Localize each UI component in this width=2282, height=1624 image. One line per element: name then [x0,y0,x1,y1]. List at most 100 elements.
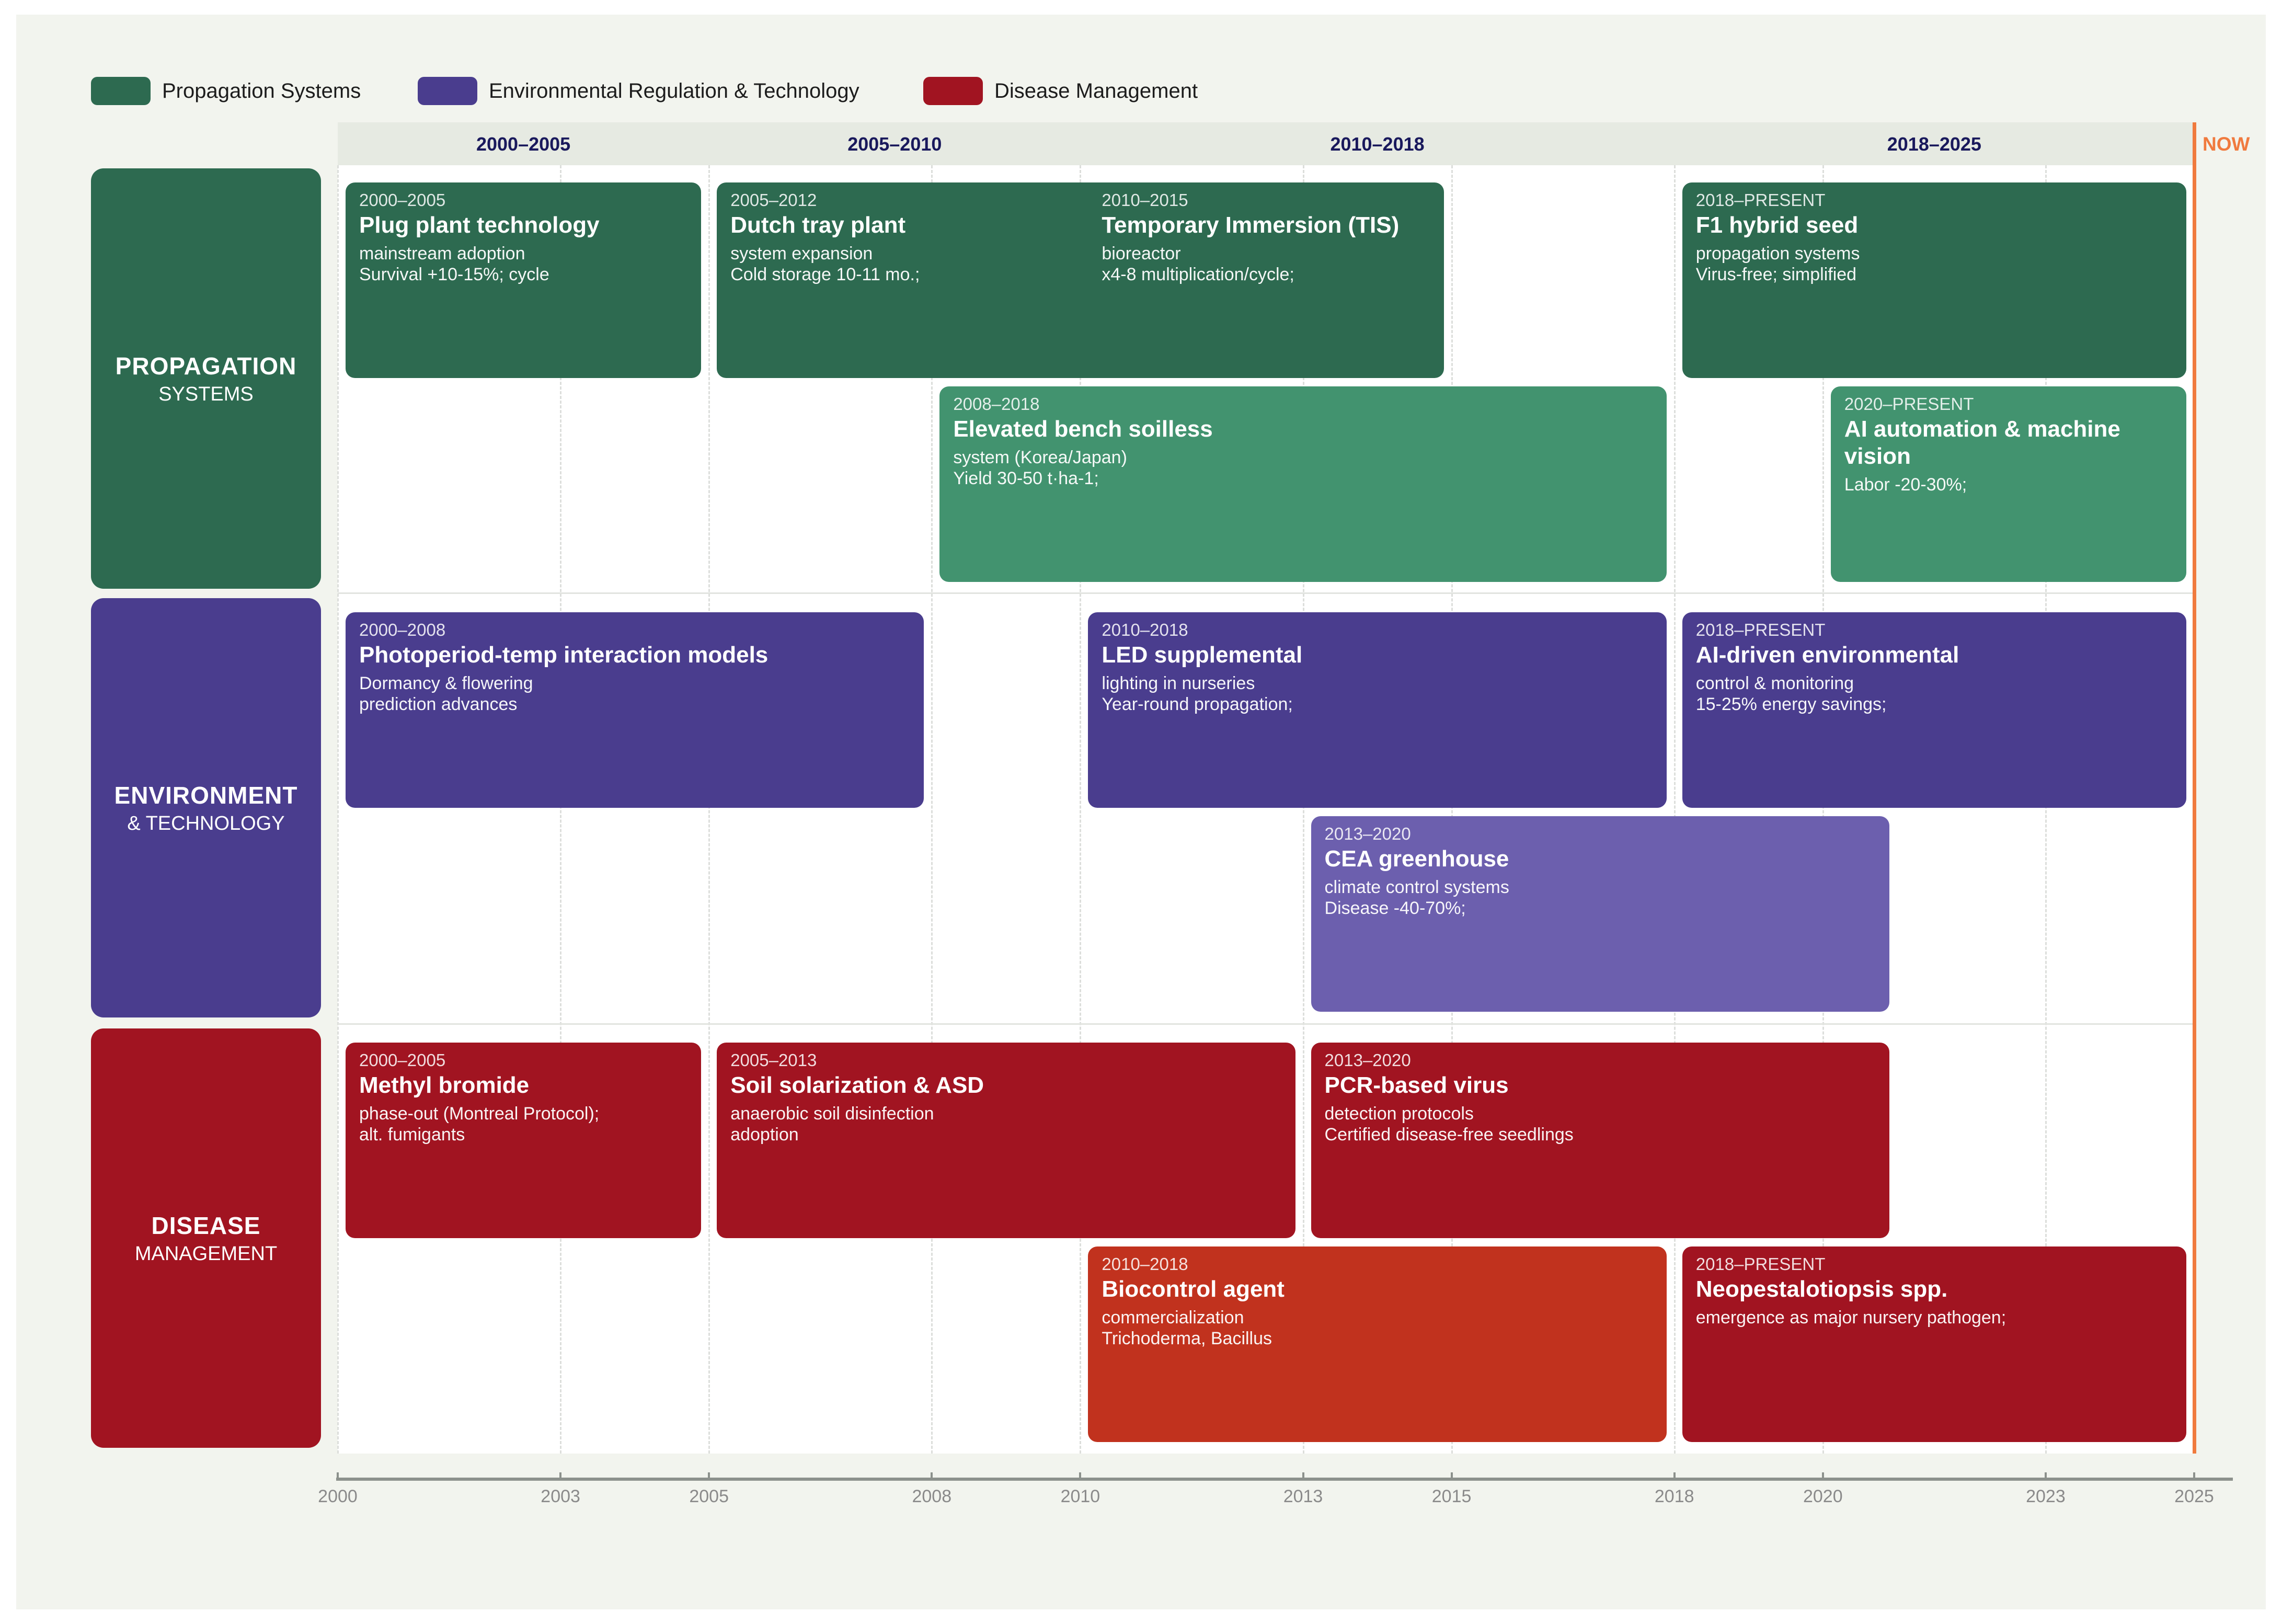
legend-swatch [923,77,983,105]
event-description: control & monitoring 15-25% energy saving… [1696,673,2173,715]
event-title: AI-driven environmental [1695,642,1959,668]
event-description: bioreactor x4-8 multiplication/cycle; [1102,243,1430,285]
event-period: 2013–2020 [1324,1050,1411,1070]
event-card: 2020–PRESENT AI automation & machine visi… [1830,386,2186,582]
legend-item: Environmental Regulation & Technology [418,75,859,107]
event-description-line: Certified disease-free seedlings [1324,1125,1574,1145]
event-title: PCR-based virus [1324,1072,1509,1098]
legend-label: Propagation Systems [162,79,361,102]
plot-area [338,165,2194,1454]
event-description-line: Yield 30-50 t·ha-1; [953,468,1099,488]
event-title: CEA greenhouse [1324,846,1509,872]
row-subtitle: MANAGEMENT [134,1242,278,1265]
event-description-line: climate control systems [1324,877,1509,897]
event-description-line: lighting in nurseries [1102,673,1255,693]
event-description: propagation systems Virus-free; simplifie… [1696,243,2173,285]
event-description: mainstream adoption Survival +10-15%; cyc… [359,243,687,285]
now-label: NOW [2203,133,2250,155]
event-description-line: Dormancy & flowering [359,673,533,693]
event-period: 2010–2015 [1102,190,1188,210]
event-description-line: Year-round propagation; [1102,694,1293,714]
event-card: 2000–2008 Photoperiod-temp interaction mo… [346,612,924,808]
event-period: 2018–PRESENT [1695,190,1826,210]
gridline [1822,165,1824,1454]
legend-item: Disease Management [923,75,1198,107]
row-title: PROPAGATION [115,352,297,380]
row-subtitle: & TECHNOLOGY [127,812,285,834]
event-card: 2005–2013 Soil solarization & ASD anaerobi… [717,1043,1295,1238]
event-description: emergence as major nursery pathogen; [1696,1307,2173,1328]
event-period: 2000–2005 [359,1050,446,1070]
axis-tick-label: 2003 [541,1486,580,1506]
row-subtitle: SYSTEMS [158,383,254,405]
event-title: Temporary Immersion (TIS) [1102,212,1400,238]
event-card: 2013–2020 PCR-based virus detection protoc… [1311,1043,1889,1238]
event-period: 2005–2012 [730,190,817,210]
event-period: 2020–PRESENT [1844,394,1974,414]
now-line [2193,122,2196,1454]
event-title: Soil solarization & ASD [730,1072,984,1098]
event-period: 2010–2018 [1102,620,1188,639]
event-period: 2008–2018 [953,394,1040,414]
row-label-environment: ENVIRONMENT & TECHNOLOGY [91,598,321,1017]
axis-tick [1450,1472,1453,1481]
event-period: 2013–2020 [1324,824,1411,843]
event-description-line: 15-25% energy savings; [1695,694,1887,714]
event-description-line: prediction advances [359,694,518,714]
event-card: 2018–PRESENT F1 hybrid seed propagation sy… [1682,182,2186,378]
event-description-line: Labor -20-30%; [1844,475,1967,495]
event-card: 2010–2018 Biocontrol agent commercializati… [1088,1246,1667,1442]
axis-tick [559,1472,562,1481]
event-description-line: x4-8 multiplication/cycle; [1102,265,1294,284]
axis-tick-label: 2020 [1803,1486,1843,1506]
axis-tick-label: 2010 [1060,1486,1100,1506]
axis-tick [337,1472,339,1481]
axis-tick-label: 2000 [318,1486,358,1506]
event-period: 2018–PRESENT [1695,1254,1826,1274]
event-description: phase-out (Montreal Protocol); alt. fumig… [359,1103,687,1145]
gridline [1451,165,1453,1454]
axis-tick-label: 2023 [2026,1486,2066,1506]
event-description-line: propagation systems [1695,244,1860,264]
era-label: 2005–2010 [847,133,942,155]
axis-tick-label: 2005 [689,1486,729,1506]
legend-swatch [91,77,151,105]
gridline [1080,165,1082,1454]
era-label: 2010–2018 [1330,133,1425,155]
event-period: 2000–2005 [359,190,446,210]
event-description: climate control systems Disease -40-70%; [1325,877,1876,919]
event-description-line: control & monitoring [1695,673,1854,693]
event-description: Labor -20-30%; [1844,474,2173,495]
event-description-line: system expansion [730,244,873,264]
event-description-line: anaerobic soil disinfection [730,1104,934,1124]
event-description-line: commercialization [1102,1308,1244,1328]
event-title: Dutch tray plant [730,212,906,238]
event-period: 2018–PRESENT [1695,620,1826,639]
event-title: Biocontrol agent [1102,1276,1285,1302]
era-label: 2000–2005 [476,133,571,155]
gridline [560,165,562,1454]
event-title: Neopestalotiopsis spp. [1695,1276,1948,1302]
event-description-line: bioreactor [1102,244,1181,264]
event-description-line: Virus-free; simplified [1695,265,1857,284]
gridline [931,165,933,1454]
event-description: commercialization Trichoderma, Bacillus [1102,1307,1653,1349]
event-description: detection protocols Certified disease-fre… [1325,1103,1876,1145]
event-description: system (Korea/Japan) Yield 30-50 t·ha-1; [953,447,1653,489]
event-title: Methyl bromide [359,1072,530,1098]
event-description: lighting in nurseries Year-round propagat… [1102,673,1653,715]
axis-tick [708,1472,710,1481]
axis-tick [1302,1472,1304,1481]
event-card: 2010–2018 LED supplemental lighting in nur… [1088,612,1667,808]
event-period: 2010–2018 [1102,1254,1188,1274]
event-card: 2018–PRESENT Neopestalotiopsis spp. emerge… [1682,1246,2186,1442]
row-separator [338,592,2194,594]
event-description-line: system (Korea/Japan) [953,448,1127,467]
axis-tick [1079,1472,1082,1481]
event-description-line: Trichoderma, Bacillus [1102,1329,1272,1348]
legend-label: Disease Management [994,79,1198,102]
event-card: 2000–2005 Methyl bromide phase-out (Montre… [346,1043,702,1238]
row-separator [338,1023,2194,1025]
event-description: system expansion Cold storage 10-11 mo.; [730,243,1207,285]
